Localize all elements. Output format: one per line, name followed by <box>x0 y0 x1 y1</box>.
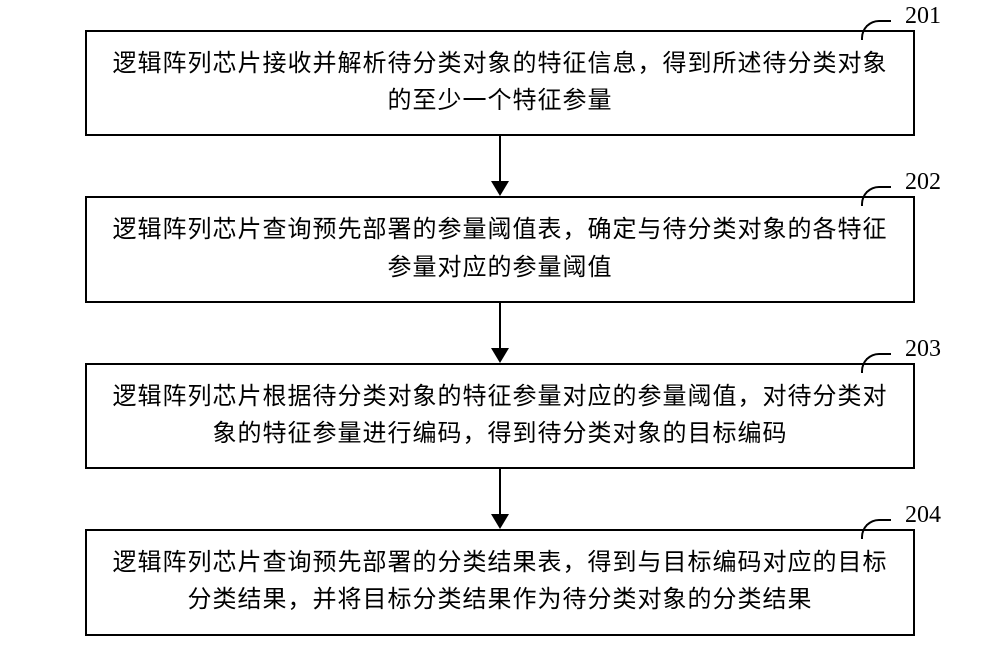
arrow-stack <box>491 469 509 529</box>
step-203-box: 203 逻辑阵列芯片根据待分类对象的特征参量对应的参量阈值，对待分类对象的特征参… <box>85 363 915 469</box>
arrow-201-202 <box>50 136 950 196</box>
step-203-text: 逻辑阵列芯片根据待分类对象的特征参量对应的参量阈值，对待分类对象的特征参量进行编… <box>111 379 889 453</box>
step-202-box: 202 逻辑阵列芯片查询预先部署的参量阈值表，确定与待分类对象的各特征参量对应的… <box>85 196 915 302</box>
arrow-stack <box>491 303 509 363</box>
arrow-line <box>499 303 501 348</box>
step-201-wrapper: 201 逻辑阵列芯片接收并解析待分类对象的特征信息，得到所述待分类对象的至少一个… <box>50 30 950 136</box>
arrow-head-icon <box>491 181 509 196</box>
step-203-label: 203 <box>905 331 941 368</box>
step-201-text: 逻辑阵列芯片接收并解析待分类对象的特征信息，得到所述待分类对象的至少一个特征参量 <box>111 46 889 120</box>
step-204-text: 逻辑阵列芯片查询预先部署的分类结果表，得到与目标编码对应的目标分类结果，并将目标… <box>111 545 889 619</box>
step-204-box: 204 逻辑阵列芯片查询预先部署的分类结果表，得到与目标编码对应的目标分类结果，… <box>85 529 915 635</box>
step-204-wrapper: 204 逻辑阵列芯片查询预先部署的分类结果表，得到与目标编码对应的目标分类结果，… <box>50 529 950 635</box>
flowchart-container: 201 逻辑阵列芯片接收并解析待分类对象的特征信息，得到所述待分类对象的至少一个… <box>50 30 950 636</box>
step-202-label: 202 <box>905 164 941 201</box>
arrow-203-204 <box>50 469 950 529</box>
step-202-text: 逻辑阵列芯片查询预先部署的参量阈值表，确定与待分类对象的各特征参量对应的参量阈值 <box>111 212 889 286</box>
arrow-stack <box>491 136 509 196</box>
callout-201 <box>861 20 891 40</box>
arrow-line <box>499 469 501 514</box>
step-203-wrapper: 203 逻辑阵列芯片根据待分类对象的特征参量对应的参量阈值，对待分类对象的特征参… <box>50 363 950 469</box>
step-201-label: 201 <box>905 0 941 35</box>
arrow-head-icon <box>491 348 509 363</box>
step-204-label: 204 <box>905 497 941 534</box>
arrow-202-203 <box>50 303 950 363</box>
arrow-head-icon <box>491 514 509 529</box>
step-202-wrapper: 202 逻辑阵列芯片查询预先部署的参量阈值表，确定与待分类对象的各特征参量对应的… <box>50 196 950 302</box>
step-201-box: 201 逻辑阵列芯片接收并解析待分类对象的特征信息，得到所述待分类对象的至少一个… <box>85 30 915 136</box>
arrow-line <box>499 136 501 181</box>
